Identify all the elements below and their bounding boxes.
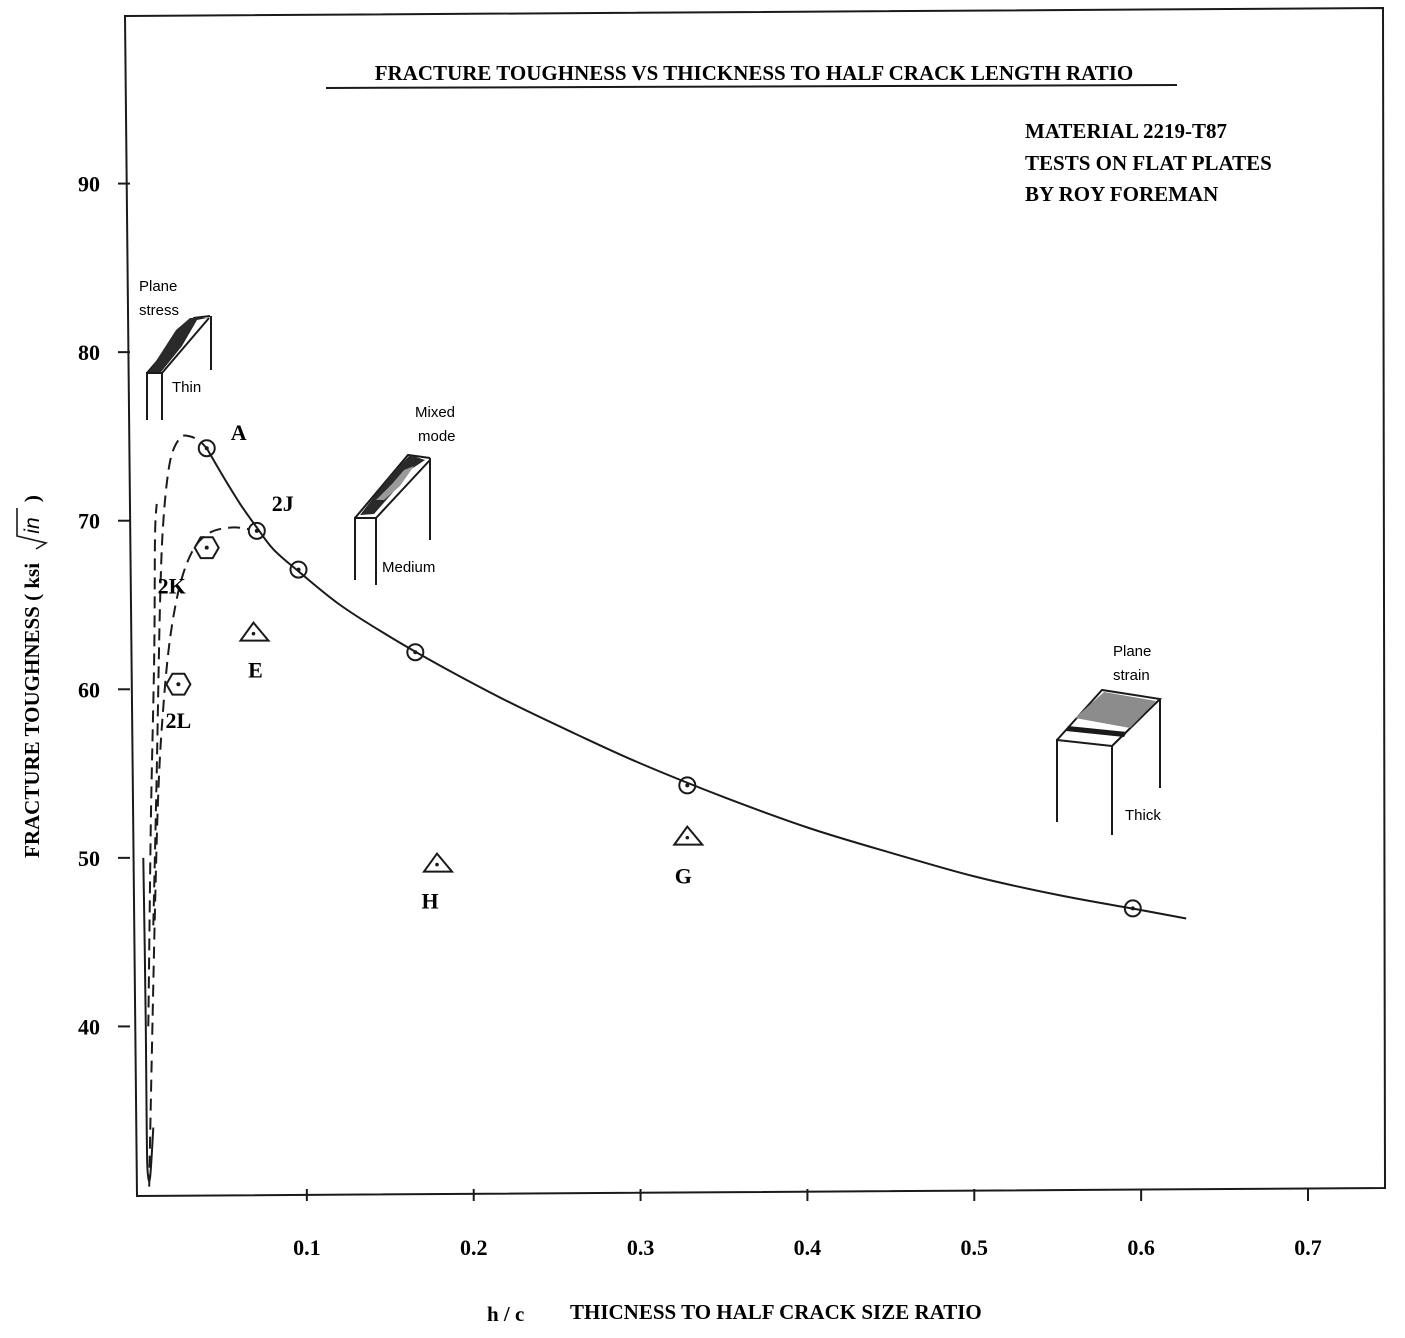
sketch-thick-label-1: Plane <box>1113 643 1151 660</box>
triangle-marker <box>238 621 271 642</box>
triangle-marker <box>422 851 455 873</box>
sketch-thin-size-label: Thin <box>172 379 201 396</box>
triangle-marker-dot <box>435 862 439 867</box>
x-axis-label-prefix: h / c <box>487 1302 524 1326</box>
point-label: 2L <box>166 708 192 733</box>
sqrt-radical-icon <box>16 508 49 550</box>
y-tick-label: 60 <box>78 677 100 702</box>
dashed-curve <box>148 526 249 1187</box>
circle-marker-dot <box>254 528 259 533</box>
note-material: MATERIAL 2219-T87 <box>1025 119 1227 143</box>
circle-marker <box>289 560 308 579</box>
axes: 0.1 0.2 0.3 0.4 0.5 0.6 0.7 40 50 60 70 80 90 <box>78 172 1322 1260</box>
y-tick-label: 50 <box>78 846 100 871</box>
point-label: G <box>675 864 692 889</box>
hexagon-marker-dot <box>204 545 209 550</box>
sketch-thin-label-2: stress <box>139 302 179 319</box>
triangle-marker-dot <box>251 631 256 636</box>
y-axis-label: FRACTURE TOUGHNESS ( ksi in ) <box>16 495 49 858</box>
x-tick-label: 0.7 <box>1294 1235 1322 1260</box>
circle-marker-dot <box>296 567 301 572</box>
sketch-thin-label-1: Plane <box>139 278 177 295</box>
sketch-thick-label-2: strain <box>1113 667 1150 684</box>
plot-border <box>123 6 1387 1198</box>
x-tick-label: 0.6 <box>1127 1235 1155 1260</box>
y-tick-label: 90 <box>78 172 100 197</box>
triangle-marker-dot <box>685 835 690 840</box>
circle-marker-dot <box>413 650 418 655</box>
x-tick-label: 0.3 <box>627 1235 655 1260</box>
circle-marker <box>247 521 266 540</box>
x-tick-label: 0.2 <box>460 1235 488 1260</box>
point-label: 2J <box>272 491 294 516</box>
plot-frame <box>123 6 1387 1198</box>
medium-plate-icon <box>354 453 431 585</box>
solid-curve <box>205 447 1187 920</box>
y-axis-label-close: ) <box>20 495 44 502</box>
y-tick-label: 80 <box>78 340 100 365</box>
chart-title: FRACTURE TOUGHNESS VS THICKNESS TO HALF … <box>375 61 1134 85</box>
note-author: BY ROY FOREMAN <box>1025 182 1218 206</box>
sketch-medium-label-1: Mixed <box>415 404 455 421</box>
sketch-thin: Plane stress Thin <box>139 278 212 420</box>
y-tick-label: 40 <box>78 1014 100 1039</box>
sketch-medium-size-label: Medium <box>382 559 435 576</box>
x-tick-label: 0.4 <box>794 1235 822 1260</box>
data-points: A 2J 2K 2L E H G <box>158 420 1142 918</box>
thick-plate-band-icon <box>1066 726 1127 737</box>
svg-text:FRACTURE TOUGHNESS ( ksi: FRACTURE TOUGHNESS ( ksi in ) <box>20 495 44 858</box>
hexagon-marker <box>193 536 220 560</box>
y-tick-label: 70 <box>78 509 100 534</box>
x-tick-label: 0.1 <box>293 1235 321 1260</box>
circle-marker <box>406 643 425 662</box>
hexagon-marker-dot <box>176 682 181 687</box>
circle-marker-dot <box>685 783 690 788</box>
sketch-medium-label-2: mode <box>418 428 456 445</box>
sketch-thick: Plane strain Thick <box>1056 643 1163 835</box>
point-label: 2K <box>158 574 186 599</box>
circle-marker-dot <box>204 446 209 451</box>
triangle-marker <box>672 824 705 846</box>
fit-curves <box>142 434 1187 1187</box>
circle-marker <box>1123 899 1142 918</box>
y-axis-label-text: FRACTURE TOUGHNESS ( ksi <box>20 563 44 858</box>
circle-marker <box>197 439 216 458</box>
sketch-thick-size-label: Thick <box>1125 807 1161 824</box>
circle-marker-dot <box>1130 906 1135 911</box>
point-label: E <box>248 658 263 683</box>
point-label: H <box>421 889 438 914</box>
dashed-curve <box>152 434 208 926</box>
x-tick-label: 0.5 <box>961 1235 989 1260</box>
point-label: A <box>231 420 247 445</box>
dashed-curve <box>147 503 158 1027</box>
thin-plate-shear-lip-icon <box>149 318 207 372</box>
medium-plate-stipple-icon <box>376 466 414 500</box>
note-tests: TESTS ON FLAT PLATES <box>1025 151 1272 175</box>
x-axis-label: THICNESS TO HALF CRACK SIZE RATIO <box>570 1300 982 1324</box>
hexagon-marker <box>165 672 192 696</box>
y-axis-label-root: in <box>21 517 44 533</box>
title-underline <box>325 84 1178 89</box>
sketch-medium: Mixed mode Medium <box>354 404 456 585</box>
thick-plate-stipple-icon <box>1075 692 1156 728</box>
circle-marker <box>678 776 697 795</box>
